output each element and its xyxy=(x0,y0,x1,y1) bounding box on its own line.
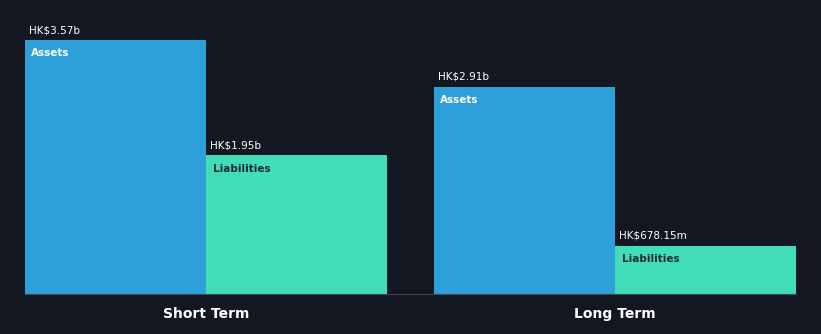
FancyBboxPatch shape xyxy=(206,155,388,294)
Text: HK$1.95b: HK$1.95b xyxy=(210,140,261,150)
Text: Short Term: Short Term xyxy=(163,307,250,321)
FancyBboxPatch shape xyxy=(433,87,615,294)
Text: HK$678.15m: HK$678.15m xyxy=(619,231,687,241)
Text: HK$2.91b: HK$2.91b xyxy=(438,72,488,82)
Text: Assets: Assets xyxy=(31,48,70,58)
Text: Assets: Assets xyxy=(440,96,479,105)
Text: Long Term: Long Term xyxy=(574,307,656,321)
Text: Liabilities: Liabilities xyxy=(621,254,679,264)
FancyBboxPatch shape xyxy=(25,40,206,294)
FancyBboxPatch shape xyxy=(615,246,796,294)
Text: HK$3.57b: HK$3.57b xyxy=(29,25,80,35)
Text: Liabilities: Liabilities xyxy=(213,164,270,174)
